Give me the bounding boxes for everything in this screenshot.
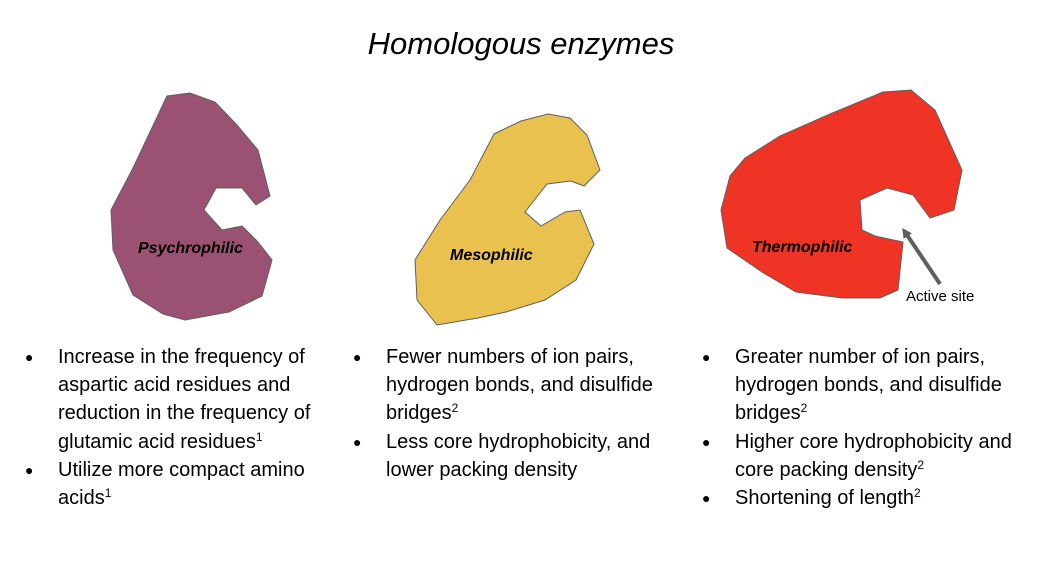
list-item: Less core hydrophobicity, and lower pack… — [353, 428, 653, 484]
active-site-arrow — [902, 227, 942, 286]
thermophilic-label: Thermophilic — [752, 239, 853, 256]
list-item: Greater number of ion pairs, hydrogen bo… — [702, 343, 1032, 428]
list-item: Higher core hydrophobicity and core pack… — [702, 428, 1032, 484]
diagram-title: Homologous enzymes — [367, 26, 675, 61]
psychrophilic-bullet-list: Increase in the frequency of aspartic ac… — [25, 343, 325, 512]
list-item: Utilize more compact amino acids1 — [25, 456, 325, 512]
thermophilic-enzyme-shape — [720, 89, 963, 299]
psychrophilic-enzyme-shape — [110, 92, 273, 321]
active-site-label: Active site — [906, 288, 974, 305]
list-item: Fewer numbers of ion pairs, hydrogen bon… — [353, 343, 653, 428]
mesophilic-label: Mesophilic — [450, 247, 533, 264]
list-item: Increase in the frequency of aspartic ac… — [25, 343, 325, 456]
psychrophilic-label: Psychrophilic — [138, 240, 243, 257]
mesophilic-bullet-list: Fewer numbers of ion pairs, hydrogen bon… — [353, 343, 653, 484]
thermophilic-bullet-list: Greater number of ion pairs, hydrogen bo… — [702, 343, 1032, 512]
list-item: Shortening of length2 — [702, 484, 1032, 512]
mesophilic-enzyme-shape — [414, 113, 601, 326]
enzyme-shapes: Psychrophilic Mesophilic Thermophilic Ac… — [110, 89, 974, 326]
